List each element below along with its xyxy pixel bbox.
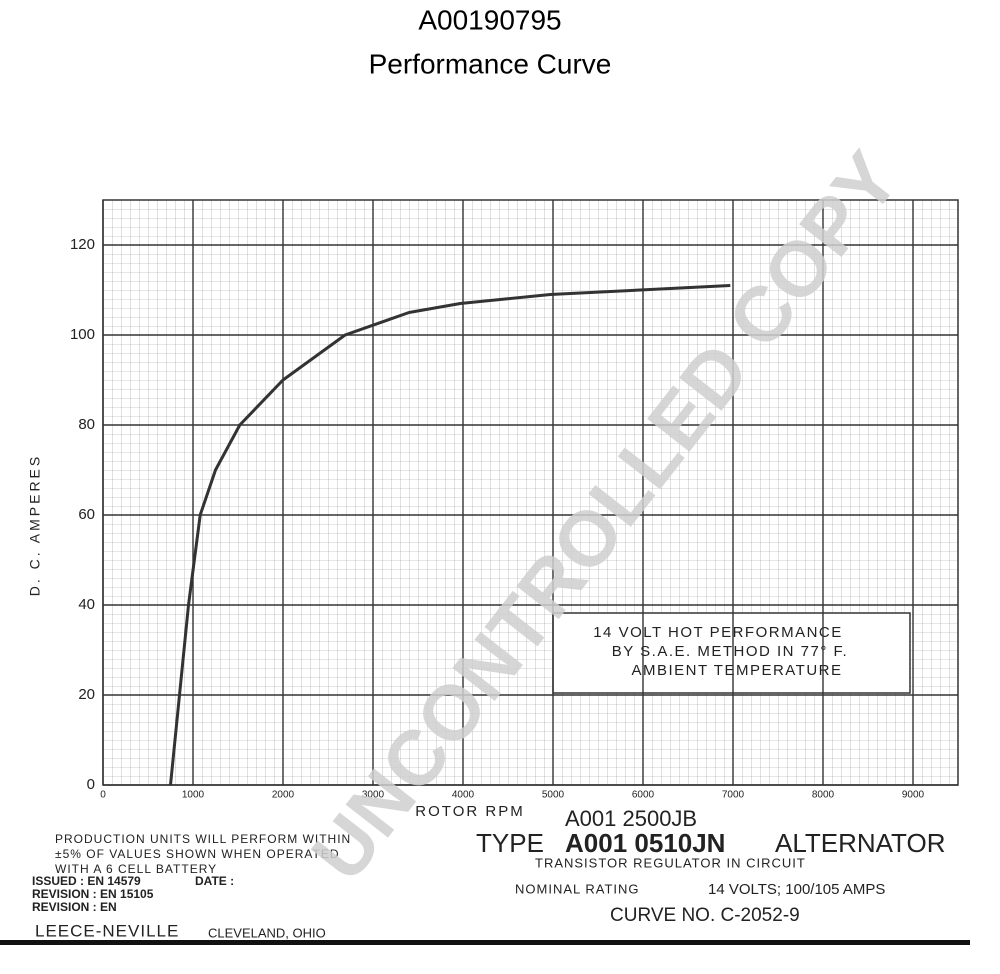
annotation: TYPE [476,828,544,858]
x-tick-label: 7000 [722,790,745,801]
y-tick-label: 60 [78,506,95,523]
y-axis-label: D. C. AMPERES [27,454,43,596]
annotation-box [552,612,911,694]
annotation: AMBIENT TEMPERATURE [631,662,842,679]
x-tick-label: 3000 [362,790,385,801]
x-tick-label: 8000 [812,790,835,801]
annotation: PRODUCTION UNITS WILL PERFORM WITHIN [55,832,351,846]
y-tick-label: 100 [70,326,95,343]
annotation: 14 VOLT HOT PERFORMANCE [593,624,843,641]
annotation: WITH A 6 CELL BATTERY [55,862,217,876]
x-tick-label: 5000 [542,790,565,801]
annotation: 14 VOLTS; 100/105 AMPS [708,881,885,898]
x-axis-label: ROTOR RPM [415,803,524,820]
annotation: CURVE NO. C-2052-9 [610,905,800,926]
chart-subtitle: Performance Curve [369,48,612,79]
y-tick-label: 80 [78,416,95,433]
annotation: ISSUED : EN 14579 [32,874,141,888]
annotation: BY S.A.E. METHOD IN 77° F. [612,643,848,660]
annotation: A001 2500JB [565,806,697,831]
annotation: REVISION : EN 15105 [32,887,154,901]
y-tick-label: 120 [70,236,95,253]
y-tick-label: 0 [87,776,95,793]
annotation: NOMINAL RATING [515,881,640,896]
annotation: A001 0510JN [565,828,725,858]
annotation: ±5% OF VALUES SHOWN WHEN OPERATED [55,847,340,861]
annotation: ALTERNATOR [775,828,945,858]
annotation: DATE : [195,874,234,888]
y-tick-label: 20 [78,686,95,703]
x-tick-label: 2000 [272,790,295,801]
chart-title: A00190795 [418,4,561,35]
x-tick-label: 0 [100,790,106,801]
annotation: TRANSISTOR REGULATOR IN CIRCUIT [535,855,806,870]
annotation: CLEVELAND, OHIO [208,925,326,940]
y-tick-label: 40 [78,596,95,613]
x-tick-label: 9000 [902,790,925,801]
annotation: LEECE-NEVILLE [35,921,179,940]
bottom-rule [0,940,970,945]
annotation: REVISION : EN [32,900,117,914]
x-tick-label: 4000 [452,790,475,801]
x-tick-label: 1000 [182,790,205,801]
curve [169,284,731,786]
x-tick-label: 6000 [632,790,655,801]
